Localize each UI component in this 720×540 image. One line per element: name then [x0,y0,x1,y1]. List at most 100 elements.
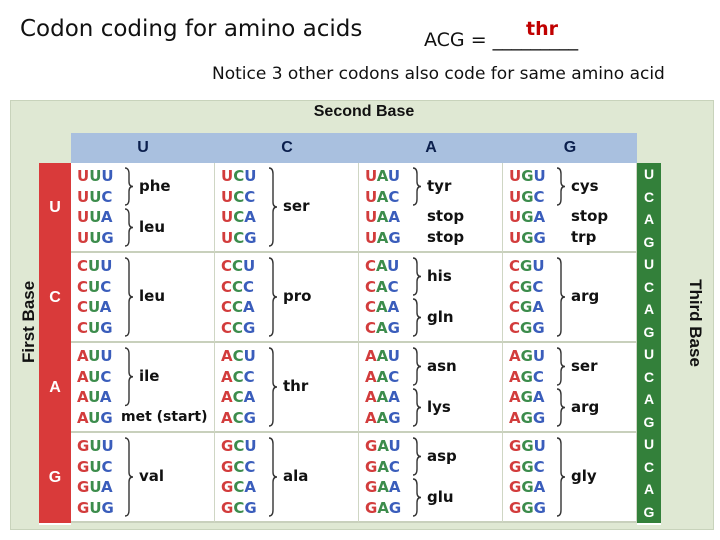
codon-uaa: UAA [365,208,400,226]
third-base-label: Third Base [686,279,705,367]
answer-text: thr [526,18,558,40]
codon-uca: UCA [221,208,256,226]
codon-list: GAU GAC GAA GAG [365,436,401,518]
codon-cell-gc [215,433,359,523]
codon-aug: AUG [77,408,113,427]
amino-acid-label: arg [571,397,600,416]
codon-cell-uu [71,163,215,253]
third-base-u: U [643,346,655,363]
codon-gug: GUG [77,498,114,517]
first-base-a: A [39,343,71,435]
codon-uua: UUA [77,208,113,226]
codon-uuc: UUC [77,187,113,206]
amino-acid-label: stop [427,207,465,226]
brace-icon [412,347,422,386]
brace-icon [124,437,134,517]
codon-gcc: GCC [221,457,256,476]
codon-cau: CAU [365,257,400,275]
second-base-header-c: C [215,133,360,163]
second-base-label: Second Base [313,103,415,120]
question-text: ACG = _________ [424,29,579,51]
codon-list: CAU CAC CAA CAG [365,256,400,338]
codon-gau: GAU [365,437,401,455]
codon-ugu: UGU [509,167,546,185]
codon-cag: CAG [365,318,400,337]
brace-icon [124,167,134,206]
brace-icon [556,257,566,337]
amino-acid-label: lys [427,397,451,416]
first-base-label: First Base [19,280,38,363]
brace-icon [124,257,134,337]
codon-cell-ag [503,343,637,433]
codon-cell-cg [503,253,637,343]
codon-list: UCU UCC UCA UCG [221,166,257,248]
amino-acid-label: stop [571,207,609,226]
first-base-u: U [39,163,71,255]
codon-agu: AGU [509,347,546,365]
amino-acid-label: val [139,467,165,485]
codon-table-panel: Second Base U C A G First Base Third Bas… [10,100,714,530]
brace-icon [412,257,422,296]
codon-ggc: GGC [509,457,545,476]
codon-aca: ACA [221,388,256,406]
third-base-c: C [643,278,655,295]
amino-acid-label: ala [283,467,309,485]
amino-acid-label: ile [139,366,160,385]
brace-icon [412,298,422,337]
codon-ucu: UCU [221,167,257,185]
third-base-g: G [643,323,655,340]
third-base-u: U [643,256,655,273]
codon-cell-au [71,343,215,433]
third-base-c: C [643,458,655,475]
codon-cell-ga [359,433,503,523]
codon-gag: GAG [365,498,402,517]
amino-acid-label: gln [427,307,454,326]
brace-icon [556,437,566,517]
brace-icon [268,257,278,337]
amino-acid-label: leu [139,217,165,236]
third-base-g: G [643,503,655,520]
brace-icon [268,347,278,427]
codon-cell-uc [215,163,359,253]
second-base-header-g: G [503,133,637,163]
brace-icon [412,388,422,427]
third-base-a: A [643,481,655,498]
codon-list: AGU AGC AGA AGG [509,346,545,428]
codon-list: UGU UGC UGA UGG [509,166,546,248]
brace-icon [556,388,566,427]
codon-aua: AUA [77,388,112,406]
amino-acid-label: ser [571,356,598,375]
amino-acid-label: glu [427,487,454,506]
amino-acid-label: asp [427,446,457,465]
second-base-header-u: U [71,133,216,163]
codon-gcg: GCG [221,498,257,517]
amino-acid-label: his [427,266,452,285]
brace-icon [412,437,422,476]
third-base-c: C [643,188,655,205]
codon-guu: GUU [77,437,114,455]
codon-cug: CUG [77,318,113,337]
codon-gca: GCA [221,478,256,496]
codon-list: AAU AAC AAA AAG [365,346,401,428]
amino-acid-label: cys [571,176,599,195]
codon-cgu: CGU [509,257,545,275]
codon-cell-cu [71,253,215,343]
codon-uau: UAU [365,167,401,185]
codon-ggg: GGG [509,498,546,517]
amino-acid-label: ser [283,197,310,215]
codon-gga: GGA [509,478,546,496]
codon-caa: CAA [365,298,400,316]
amino-acid-label: gly [571,467,597,485]
third-base-a: A [643,211,655,228]
first-base-g: G [39,433,71,525]
amino-acid-label: thr [283,377,309,395]
codon-ucg: UCG [221,228,257,247]
codon-list: GGU GGC GGA GGG [509,436,546,518]
codon-guc: GUC [77,457,113,476]
amino-acid-label: stop [427,227,465,246]
brace-icon [412,478,422,517]
